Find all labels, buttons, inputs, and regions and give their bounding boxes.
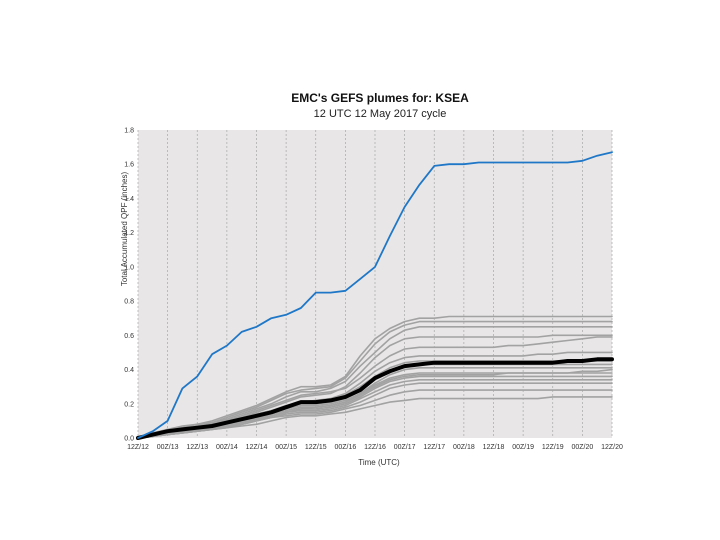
x-tick-label: 12Z/16 bbox=[364, 444, 386, 451]
y-tick-label: 0.0 bbox=[124, 436, 134, 443]
x-tick-label: 12Z/20 bbox=[601, 444, 623, 451]
x-tick-label: 00Z/17 bbox=[394, 444, 416, 451]
x-tick-label: 12Z/12 bbox=[127, 444, 149, 451]
ensemble-member-line bbox=[137, 378, 613, 439]
y-tick-label: 1.2 bbox=[124, 230, 134, 237]
y-tick-label: 1.0 bbox=[124, 264, 134, 271]
x-tick-label: 00Z/18 bbox=[453, 444, 475, 451]
x-tick-label: 00Z/16 bbox=[334, 444, 356, 451]
outlier-member-line bbox=[137, 151, 613, 439]
grid-lines bbox=[137, 130, 613, 438]
x-axis-label: Time (UTC) bbox=[358, 458, 400, 467]
y-tick-label: 0.4 bbox=[124, 367, 134, 374]
y-axis-label: Total Accumulated QPF (inches) bbox=[120, 172, 129, 287]
x-tick-label: 12Z/17 bbox=[423, 444, 445, 451]
x-tick-label: 12Z/13 bbox=[186, 444, 208, 451]
x-tick-label: 12Z/19 bbox=[542, 444, 564, 451]
x-tick-label: 00Z/20 bbox=[571, 444, 593, 451]
x-tick-label: 00Z/19 bbox=[512, 444, 534, 451]
x-tick-label: 12Z/14 bbox=[246, 444, 268, 451]
series-layer bbox=[136, 151, 614, 440]
x-tick-label: 00Z/14 bbox=[216, 444, 238, 451]
y-tick-label: 1.8 bbox=[124, 128, 134, 135]
ensemble-member-line bbox=[137, 368, 613, 439]
x-axis-ticks: 12Z/12 00Z/13 12Z/13 00Z/14 12Z/14 00Z/15 12Z/… bbox=[127, 444, 623, 451]
x-tick-label: 12Z/18 bbox=[483, 444, 505, 451]
y-tick-label: 1.6 bbox=[124, 162, 134, 169]
ensemble-member-line bbox=[137, 315, 613, 439]
chart-title: EMC's GEFS plumes for: KSEA bbox=[291, 91, 469, 105]
y-tick-label: 1.4 bbox=[124, 196, 134, 203]
y-tick-label: 0.2 bbox=[124, 401, 134, 408]
chart-subtitle: 12 UTC 12 May 2017 cycle bbox=[313, 108, 447, 120]
ensemble-member-line bbox=[137, 325, 613, 439]
y-tick-label: 0.8 bbox=[124, 299, 134, 306]
x-tick-label: 12Z/15 bbox=[305, 444, 327, 451]
y-axis-ticks: 0.0 0.2 0.4 0.6 0.8 1.0 1.2 1.4 1.6 1.8 bbox=[124, 128, 134, 443]
x-tick-label: 00Z/13 bbox=[157, 444, 179, 451]
y-tick-label: 0.6 bbox=[124, 333, 134, 340]
ensemble-mean-line bbox=[136, 357, 614, 440]
x-tick-label: 00Z/15 bbox=[275, 444, 297, 451]
